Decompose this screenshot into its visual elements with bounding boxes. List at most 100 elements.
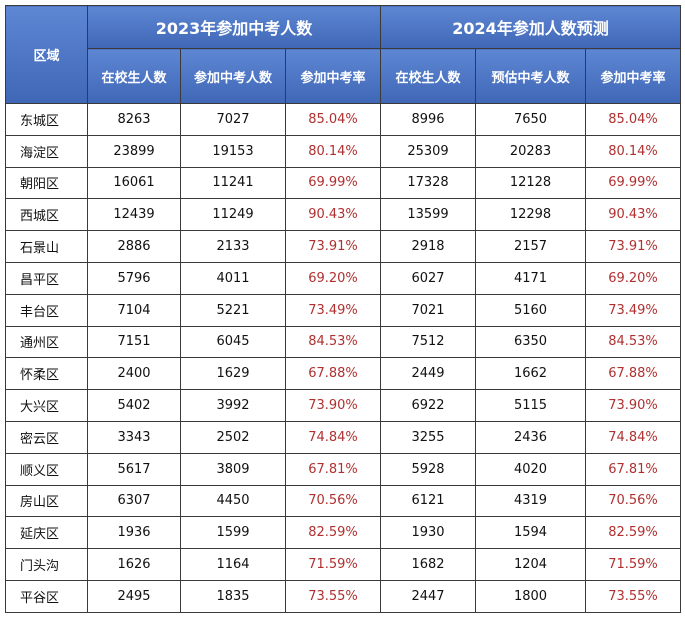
value-cell: 2447 — [380, 579, 476, 613]
value-cell: 25309 — [380, 134, 476, 168]
value-cell: 2400 — [87, 357, 181, 391]
value-cell: 2449 — [380, 357, 476, 391]
value-cell: 5221 — [180, 293, 286, 327]
table-row: 朝阳区 16061 11241 69.99% 17328 12128 69.99% — [5, 166, 681, 200]
value-cell: 12298 — [475, 198, 586, 232]
region-cell: 平谷区 — [5, 579, 88, 613]
region-cell: 朝阳区 — [5, 166, 88, 200]
value-cell: 16061 — [87, 166, 181, 200]
column-header: 在校生人数 — [87, 48, 181, 104]
value-cell: 90.43% — [285, 198, 381, 232]
region-cell: 丰台区 — [5, 293, 88, 327]
value-cell: 5160 — [475, 293, 586, 327]
column-header: 预估中考人数 — [475, 48, 586, 104]
region-cell: 延庆区 — [5, 516, 88, 550]
value-cell: 73.55% — [285, 579, 381, 613]
value-cell: 6307 — [87, 484, 181, 518]
value-cell: 84.53% — [585, 325, 681, 359]
value-cell: 67.88% — [285, 357, 381, 391]
region-cell: 顺义区 — [5, 452, 88, 486]
value-cell: 80.14% — [585, 134, 681, 168]
value-cell: 2157 — [475, 230, 586, 263]
value-cell: 1629 — [180, 357, 286, 391]
value-cell: 6027 — [380, 261, 476, 295]
value-cell: 2918 — [380, 230, 476, 263]
column-header: 参加中考率 — [585, 48, 681, 104]
value-cell: 11249 — [180, 198, 286, 232]
value-cell: 67.88% — [585, 357, 681, 391]
value-cell: 3992 — [180, 389, 286, 422]
value-cell: 1936 — [87, 516, 181, 550]
table-row: 大兴区 5402 3992 73.90% 6922 5115 73.90% — [5, 389, 681, 422]
value-cell: 85.04% — [585, 103, 681, 136]
value-cell: 82.59% — [585, 516, 681, 550]
value-cell: 2886 — [87, 230, 181, 263]
value-cell: 73.49% — [585, 293, 681, 327]
table-row: 平谷区 2495 1835 73.55% 2447 1800 73.55% — [5, 579, 681, 613]
value-cell: 69.20% — [585, 261, 681, 295]
value-cell: 5796 — [87, 261, 181, 295]
table-row: 西城区 12439 11249 90.43% 13599 12298 90.43% — [5, 198, 681, 232]
value-cell: 74.84% — [285, 420, 381, 454]
value-cell: 71.59% — [585, 548, 681, 581]
region-cell: 大兴区 — [5, 389, 88, 422]
value-cell: 2502 — [180, 420, 286, 454]
group-header: 2024年参加人数预测 — [380, 5, 681, 49]
value-cell: 3343 — [87, 420, 181, 454]
value-cell: 2133 — [180, 230, 286, 263]
table-row: 石景山 2886 2133 73.91% 2918 2157 73.91% — [5, 230, 681, 263]
table-row: 海淀区 23899 19153 80.14% 25309 20283 80.14% — [5, 134, 681, 168]
value-cell: 73.49% — [285, 293, 381, 327]
value-cell: 4020 — [475, 452, 586, 486]
value-cell: 8263 — [87, 103, 181, 136]
value-cell: 70.56% — [285, 484, 381, 518]
value-cell: 1800 — [475, 579, 586, 613]
value-cell: 74.84% — [585, 420, 681, 454]
value-cell: 90.43% — [585, 198, 681, 232]
value-cell: 67.81% — [585, 452, 681, 486]
region-cell: 石景山 — [5, 230, 88, 263]
value-cell: 1594 — [475, 516, 586, 550]
value-cell: 67.81% — [285, 452, 381, 486]
value-cell: 70.56% — [585, 484, 681, 518]
value-cell: 3809 — [180, 452, 286, 486]
region-cell: 西城区 — [5, 198, 88, 232]
value-cell: 1682 — [380, 548, 476, 581]
value-cell: 80.14% — [285, 134, 381, 168]
table-row: 东城区 8263 7027 85.04% 8996 7650 85.04% — [5, 103, 681, 136]
value-cell: 7512 — [380, 325, 476, 359]
value-cell: 1204 — [475, 548, 586, 581]
value-cell: 1930 — [380, 516, 476, 550]
value-cell: 5928 — [380, 452, 476, 486]
value-cell: 6922 — [380, 389, 476, 422]
value-cell: 6121 — [380, 484, 476, 518]
value-cell: 7021 — [380, 293, 476, 327]
value-cell: 4011 — [180, 261, 286, 295]
table-row: 丰台区 7104 5221 73.49% 7021 5160 73.49% — [5, 293, 681, 327]
value-cell: 7027 — [180, 103, 286, 136]
value-cell: 5617 — [87, 452, 181, 486]
value-cell: 1599 — [180, 516, 286, 550]
region-cell: 怀柔区 — [5, 357, 88, 391]
region-cell: 海淀区 — [5, 134, 88, 168]
data-table: 区域 2023年参加中考人数 2024年参加人数预测 在校生人数 参加中考人数 参加… — [5, 5, 681, 613]
region-header: 区域 — [5, 5, 88, 104]
value-cell: 23899 — [87, 134, 181, 168]
value-cell: 2436 — [475, 420, 586, 454]
value-cell: 84.53% — [285, 325, 381, 359]
value-cell: 73.91% — [285, 230, 381, 263]
region-cell: 东城区 — [5, 103, 88, 136]
column-header: 参加中考率 — [285, 48, 381, 104]
table-row: 延庆区 1936 1599 82.59% 1930 1594 82.59% — [5, 516, 681, 550]
value-cell: 3255 — [380, 420, 476, 454]
table-row: 房山区 6307 4450 70.56% 6121 4319 70.56% — [5, 484, 681, 518]
value-cell: 71.59% — [285, 548, 381, 581]
value-cell: 1662 — [475, 357, 586, 391]
table-row: 通州区 7151 6045 84.53% 7512 6350 84.53% — [5, 325, 681, 359]
value-cell: 6350 — [475, 325, 586, 359]
value-cell: 20283 — [475, 134, 586, 168]
value-cell: 17328 — [380, 166, 476, 200]
value-cell: 5402 — [87, 389, 181, 422]
region-cell: 通州区 — [5, 325, 88, 359]
value-cell: 73.90% — [585, 389, 681, 422]
